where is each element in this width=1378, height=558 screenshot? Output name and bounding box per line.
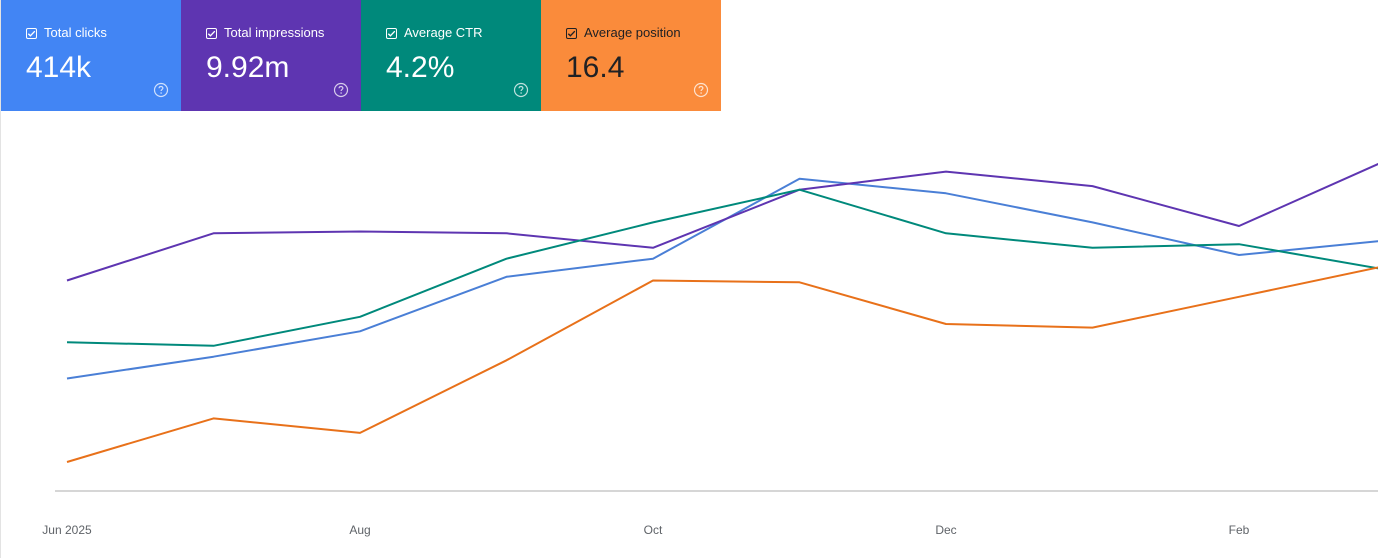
average-position-data-point[interactable] [63, 458, 71, 466]
average-position-checkbox[interactable] [566, 27, 577, 39]
average-ctr-data-point[interactable] [63, 338, 71, 346]
total-impressions-header: Total impressions [206, 25, 324, 41]
average-position-series-line [66, 266, 1378, 463]
check-icon [387, 30, 396, 37]
average-ctr-data-point[interactable] [210, 342, 218, 350]
total-impressions-checkbox[interactable] [206, 27, 217, 39]
average-position-data-point[interactable] [649, 276, 657, 284]
x-tick-label: Aug [349, 523, 370, 537]
average-position-data-point[interactable] [1235, 293, 1243, 301]
total-impressions-data-point[interactable] [210, 229, 218, 237]
help-icon[interactable] [333, 82, 349, 98]
total-clicks-label: Total clicks [44, 25, 107, 40]
total-clicks-card[interactable]: Total clicks 414k [1, 0, 181, 111]
total-clicks-data-point[interactable] [356, 327, 364, 335]
average-position-data-point[interactable] [796, 278, 804, 286]
total-clicks-data-point[interactable] [649, 255, 657, 263]
average-ctr-value: 4.2% [386, 51, 455, 84]
total-impressions-data-point[interactable] [63, 276, 71, 284]
check-icon [27, 30, 36, 37]
average-ctr-checkbox[interactable] [386, 27, 397, 39]
average-ctr-header: Average CTR [386, 25, 483, 41]
average-position-header: Average position [566, 25, 681, 41]
average-position-data-point[interactable] [942, 320, 950, 328]
average-ctr-data-point[interactable] [649, 218, 657, 226]
total-impressions-value: 9.92m [206, 51, 290, 84]
average-position-data-point[interactable] [210, 414, 218, 422]
average-ctr-data-point[interactable] [503, 255, 511, 263]
total-impressions-data-point[interactable] [1089, 182, 1097, 190]
average-ctr-data-point[interactable] [1089, 244, 1097, 252]
average-ctr-series-line [66, 188, 1378, 347]
x-axis-ticks: Jun 2025 Aug Oct Dec Feb [42, 523, 1249, 537]
total-clicks-data-point[interactable] [63, 374, 71, 382]
total-clicks-header: Total clicks [26, 25, 107, 41]
total-impressions-card[interactable]: Total impressions 9.92m [181, 0, 361, 111]
average-ctr-card[interactable]: Average CTR 4.2% [361, 0, 541, 111]
average-position-label: Average position [584, 25, 681, 40]
total-clicks-checkbox[interactable] [26, 27, 37, 39]
total-impressions-data-point[interactable] [503, 229, 511, 237]
total-clicks-data-point[interactable] [1235, 251, 1243, 259]
total-clicks-data-point[interactable] [210, 353, 218, 361]
average-ctr-label: Average CTR [404, 25, 483, 40]
total-impressions-data-point[interactable] [942, 168, 950, 176]
total-impressions-label: Total impressions [224, 25, 325, 40]
total-impressions-data-point[interactable] [1235, 222, 1243, 230]
average-position-data-point[interactable] [356, 429, 364, 437]
x-tick-label: Feb [1229, 523, 1250, 537]
x-tick-label: Dec [935, 523, 956, 537]
total-clicks-data-point[interactable] [1089, 218, 1097, 226]
total-clicks-data-point[interactable] [503, 273, 511, 281]
average-ctr-data-point[interactable] [942, 229, 950, 237]
average-position-value: 16.4 [566, 51, 625, 84]
help-icon[interactable] [513, 82, 529, 98]
total-clicks-data-point[interactable] [942, 189, 950, 197]
total-impressions-data-point[interactable] [649, 244, 657, 252]
metric-cards: Total clicks 414k Total impressions 9.92… [1, 0, 721, 111]
help-icon[interactable] [153, 82, 169, 98]
total-clicks-value: 414k [26, 51, 92, 84]
average-position-data-point[interactable] [1089, 324, 1097, 332]
total-clicks-data-point[interactable] [796, 175, 804, 183]
x-tick-label: Oct [644, 523, 663, 537]
average-ctr-data-point[interactable] [796, 186, 804, 194]
check-icon [567, 30, 576, 37]
average-position-data-point[interactable] [503, 356, 511, 364]
check-icon [207, 30, 216, 37]
average-ctr-data-point[interactable] [1235, 240, 1243, 248]
total-impressions-series-line [66, 162, 1378, 282]
help-icon[interactable] [693, 82, 709, 98]
average-ctr-data-point[interactable] [356, 313, 364, 321]
x-tick-label: Jun 2025 [42, 523, 92, 537]
total-clicks-series-line [66, 177, 1378, 380]
series-lines [63, 162, 1378, 466]
average-position-card[interactable]: Average position 16.4 [541, 0, 721, 111]
total-impressions-data-point[interactable] [356, 227, 364, 235]
